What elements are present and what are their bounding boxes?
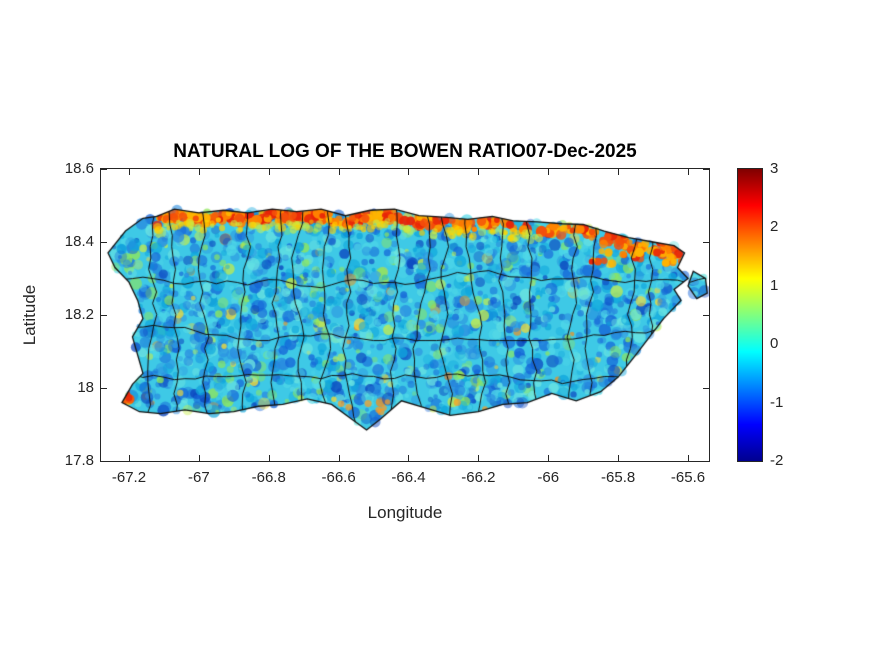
- y-tick-label: 18: [77, 379, 94, 396]
- colorbar-tick-label: 0: [770, 335, 779, 353]
- tick-mark: [338, 169, 340, 175]
- colorbar-gradient: [738, 169, 762, 461]
- x-tick-label: -66: [537, 469, 560, 486]
- tick-mark: [548, 455, 550, 461]
- y-tick-label: 18.2: [64, 306, 94, 323]
- tick-mark: [101, 169, 107, 170]
- x-tick-label: -67: [187, 469, 210, 486]
- tick-mark: [338, 455, 340, 461]
- tick-mark: [618, 169, 620, 175]
- tick-mark: [703, 388, 709, 389]
- tick-mark: [198, 169, 200, 175]
- tick-mark: [478, 169, 480, 175]
- tick-mark: [618, 455, 620, 461]
- x-tick-label: -66.6: [321, 469, 356, 486]
- tick-mark: [268, 455, 270, 461]
- tick-mark: [268, 169, 270, 175]
- tick-mark: [688, 169, 690, 175]
- colorbar-tick-label: -2: [770, 452, 784, 469]
- tick-mark: [688, 455, 690, 461]
- x-axis-label: Longitude: [367, 503, 443, 522]
- tick-mark: [703, 461, 709, 462]
- chart-title: NATURAL LOG OF THE BOWEN RATIO07-Dec-202…: [173, 141, 637, 162]
- tick-mark: [128, 455, 130, 461]
- tick-mark: [101, 461, 107, 462]
- tick-mark: [548, 169, 550, 175]
- tick-mark: [408, 455, 410, 461]
- x-tick-label: -65.8: [601, 469, 636, 486]
- y-tick-label: 17.8: [64, 452, 94, 469]
- tick-mark: [101, 315, 107, 316]
- tick-mark: [198, 455, 200, 461]
- colorbar: [737, 168, 763, 462]
- x-tick-label: -67.2: [111, 469, 147, 486]
- tick-mark: [478, 455, 480, 461]
- tick-mark: [101, 388, 107, 389]
- tick-mark: [101, 242, 107, 243]
- puerto-rico-bowen-ratio-heatmap: [101, 169, 709, 461]
- x-tick-label: -66.2: [461, 469, 496, 486]
- colorbar-tick-label: 3: [770, 160, 779, 177]
- tick-mark: [703, 242, 709, 243]
- tick-mark: [408, 169, 410, 175]
- colorbar-tick-label: 1: [770, 276, 779, 294]
- colorbar-tick-label: 2: [770, 218, 779, 236]
- y-tick-label: 18.4: [64, 233, 94, 250]
- x-tick-label: -66.8: [251, 469, 286, 486]
- tick-mark: [703, 169, 709, 170]
- colorbar-tick-label: -1: [770, 393, 784, 411]
- x-tick-label: -66.4: [391, 469, 426, 486]
- tick-mark: [128, 169, 130, 175]
- x-tick-label: -65.6: [670, 469, 706, 486]
- tick-mark: [703, 315, 709, 316]
- plot-area: [100, 168, 710, 462]
- y-tick-label: 18.6: [64, 160, 94, 177]
